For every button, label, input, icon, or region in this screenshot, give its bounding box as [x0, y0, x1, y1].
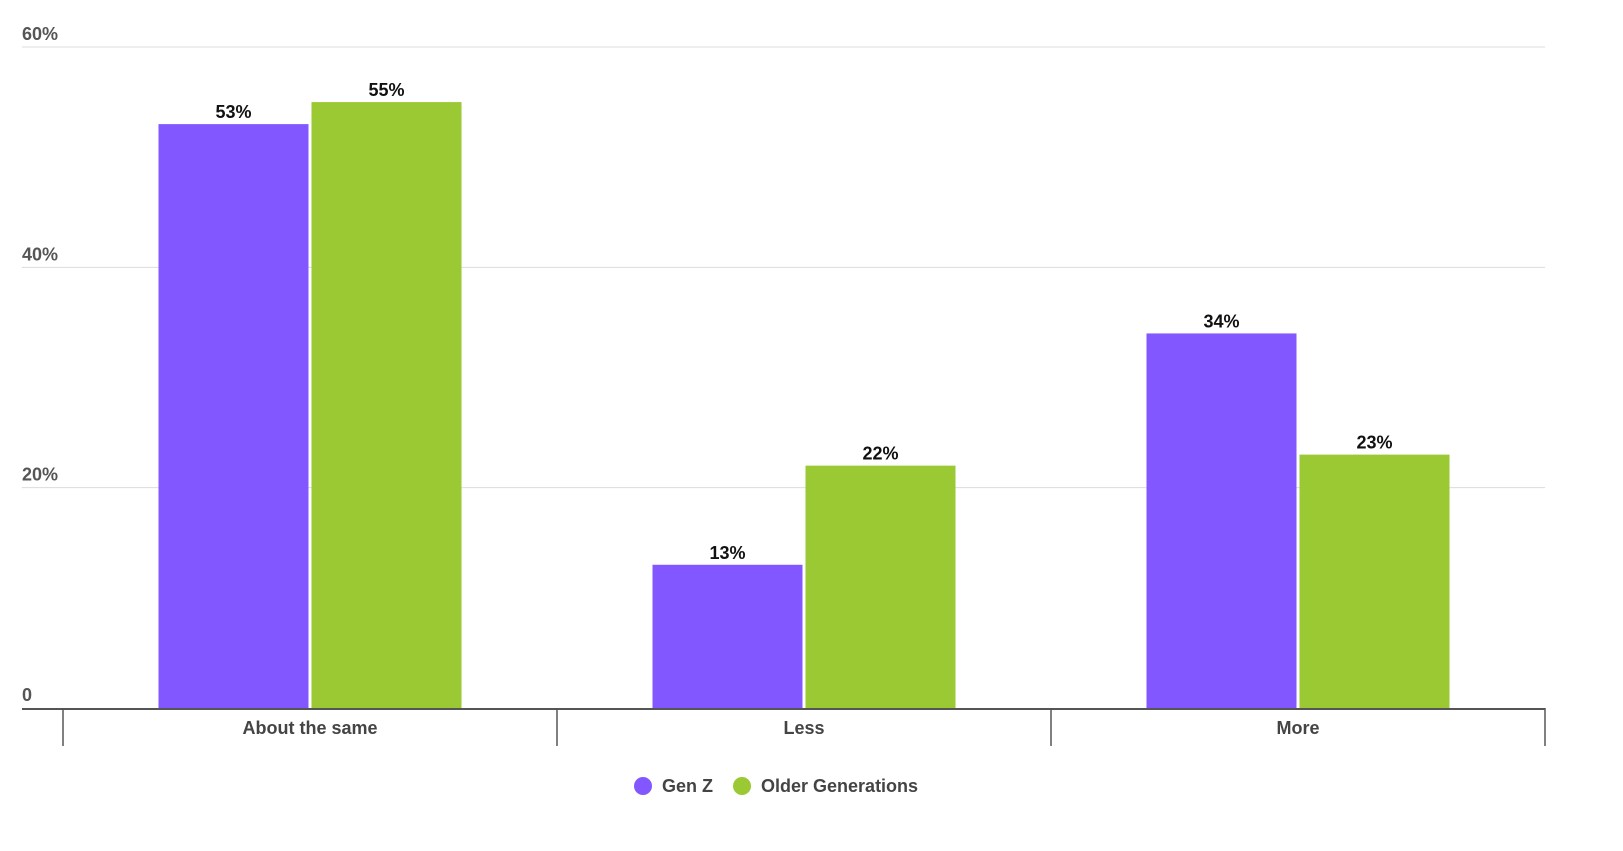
bar-value-label: 23%	[1356, 433, 1392, 453]
x-category-label: About the same	[242, 718, 377, 738]
bar-value-label: 55%	[368, 80, 404, 100]
bars	[158, 102, 1450, 709]
bar-value-label: 53%	[215, 102, 251, 122]
x-axis: About the same Less More	[22, 708, 1546, 746]
y-tick-label: 40%	[22, 244, 58, 264]
legend-swatch	[634, 777, 652, 795]
bar-older-generations[interactable]	[805, 465, 956, 708]
bar-older-generations[interactable]	[311, 102, 462, 709]
bar-gen-z[interactable]	[158, 124, 309, 708]
legend-label[interactable]: Gen Z	[662, 776, 713, 796]
y-tick-label: 20%	[22, 465, 58, 485]
x-category-label: Less	[783, 718, 824, 738]
y-axis-ticks: 0 20% 40% 60%	[22, 24, 58, 705]
value-labels: 53% 55% 13% 22% 34% 23%	[215, 80, 1392, 563]
y-tick-label: 0	[22, 685, 32, 705]
bar-gen-z[interactable]	[652, 564, 803, 708]
bar-value-label: 34%	[1203, 311, 1239, 331]
bar-gen-z[interactable]	[1146, 333, 1297, 708]
bar-older-generations[interactable]	[1299, 454, 1450, 708]
bar-value-label: 22%	[862, 444, 898, 464]
x-category-label: More	[1276, 718, 1319, 738]
legend-swatch	[733, 777, 752, 795]
bar-value-label: 13%	[709, 543, 745, 563]
legend-label[interactable]: Older Generations	[761, 776, 918, 796]
legend[interactable]: Gen Z Older Generations	[634, 776, 918, 796]
y-tick-label: 60%	[22, 24, 58, 44]
